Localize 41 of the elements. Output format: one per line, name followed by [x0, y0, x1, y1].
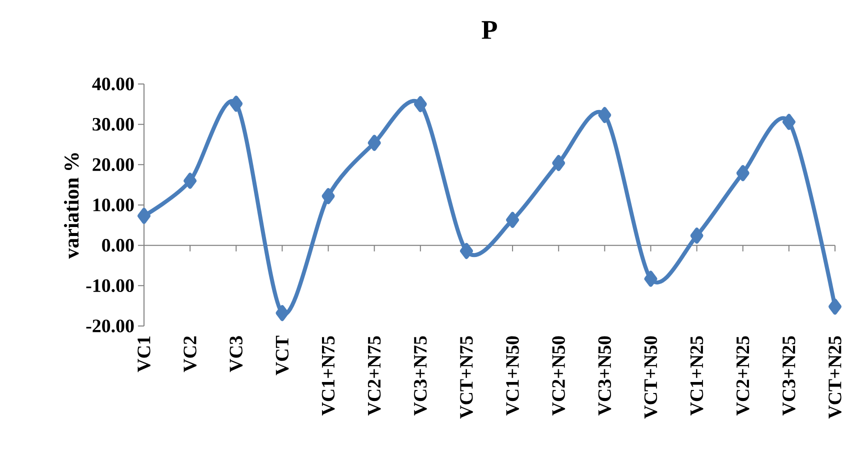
point	[736, 165, 750, 182]
x-tick-label: VC1	[138, 336, 150, 372]
x-tick-label: VCT+N75	[460, 336, 473, 419]
x-tick-label: VCT	[276, 336, 289, 376]
x-tick-label: VC2+N75	[368, 336, 381, 416]
x-tick-label: VC2+N25	[736, 336, 750, 416]
y-tick-label: 20.00	[92, 158, 134, 172]
point	[506, 212, 520, 228]
x-tick-label: VCT+N50	[644, 336, 658, 419]
y-axis-title: variation %	[64, 153, 79, 259]
point	[414, 96, 427, 112]
point	[230, 96, 243, 112]
x-tick-label: VCT+N25	[828, 336, 842, 419]
x-tick-label: VC2	[184, 336, 196, 372]
x-tick-label: VC1+N75	[322, 336, 335, 416]
x-tick-label: VC3	[230, 336, 243, 372]
x-tick-label: VC2+N50	[552, 336, 566, 416]
point	[368, 134, 381, 151]
y-tick-label: 30.00	[92, 118, 134, 131]
point	[828, 298, 842, 315]
point	[690, 228, 704, 244]
x-tick-label: VC3+N25	[782, 336, 796, 416]
x-tick-label: VC1+N25	[690, 336, 704, 416]
point	[138, 208, 151, 224]
x-tick-label: VC3+N50	[598, 336, 612, 416]
point	[460, 242, 473, 259]
point	[782, 114, 796, 130]
x-tick-label: VC3+N75	[414, 336, 427, 416]
y-tick-label: -10.00	[86, 279, 134, 292]
y-tick-label: -20.00	[86, 320, 134, 332]
x-tick-label: VC1+N50	[506, 336, 519, 416]
point	[184, 172, 197, 189]
point	[552, 155, 566, 172]
point	[322, 188, 335, 204]
chart-title: P	[482, 21, 497, 39]
point	[276, 305, 289, 322]
point	[644, 270, 658, 287]
y-tick-label: 40.00	[92, 78, 134, 90]
y-tick-label: 0.00	[102, 238, 134, 252]
y-tick-label: 10.00	[93, 198, 134, 212]
point	[598, 107, 612, 124]
